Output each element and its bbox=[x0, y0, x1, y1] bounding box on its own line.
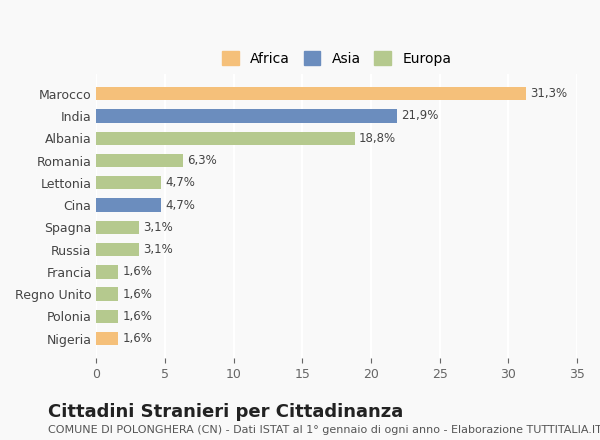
Bar bbox=[97, 109, 397, 123]
Bar bbox=[97, 265, 118, 279]
Bar bbox=[97, 332, 118, 345]
Bar bbox=[97, 287, 118, 301]
Text: 1,6%: 1,6% bbox=[122, 288, 152, 301]
Text: 1,6%: 1,6% bbox=[122, 310, 152, 323]
Text: 4,7%: 4,7% bbox=[165, 176, 195, 189]
Text: 21,9%: 21,9% bbox=[401, 110, 439, 122]
Bar bbox=[97, 176, 161, 190]
Text: 1,6%: 1,6% bbox=[122, 265, 152, 279]
Bar bbox=[97, 87, 526, 100]
Text: COMUNE DI POLONGHERA (CN) - Dati ISTAT al 1° gennaio di ogni anno - Elaborazione: COMUNE DI POLONGHERA (CN) - Dati ISTAT a… bbox=[48, 425, 600, 435]
Text: 1,6%: 1,6% bbox=[122, 332, 152, 345]
Bar bbox=[97, 198, 161, 212]
Bar bbox=[97, 132, 355, 145]
Bar bbox=[97, 154, 183, 167]
Text: 3,1%: 3,1% bbox=[143, 221, 173, 234]
Bar bbox=[97, 243, 139, 256]
Text: Cittadini Stranieri per Cittadinanza: Cittadini Stranieri per Cittadinanza bbox=[48, 403, 403, 421]
Text: 18,8%: 18,8% bbox=[359, 132, 396, 145]
Legend: Africa, Asia, Europa: Africa, Asia, Europa bbox=[215, 44, 458, 73]
Bar bbox=[97, 220, 139, 234]
Text: 31,3%: 31,3% bbox=[530, 87, 568, 100]
Text: 4,7%: 4,7% bbox=[165, 198, 195, 212]
Text: 6,3%: 6,3% bbox=[187, 154, 217, 167]
Text: 3,1%: 3,1% bbox=[143, 243, 173, 256]
Bar bbox=[97, 310, 118, 323]
